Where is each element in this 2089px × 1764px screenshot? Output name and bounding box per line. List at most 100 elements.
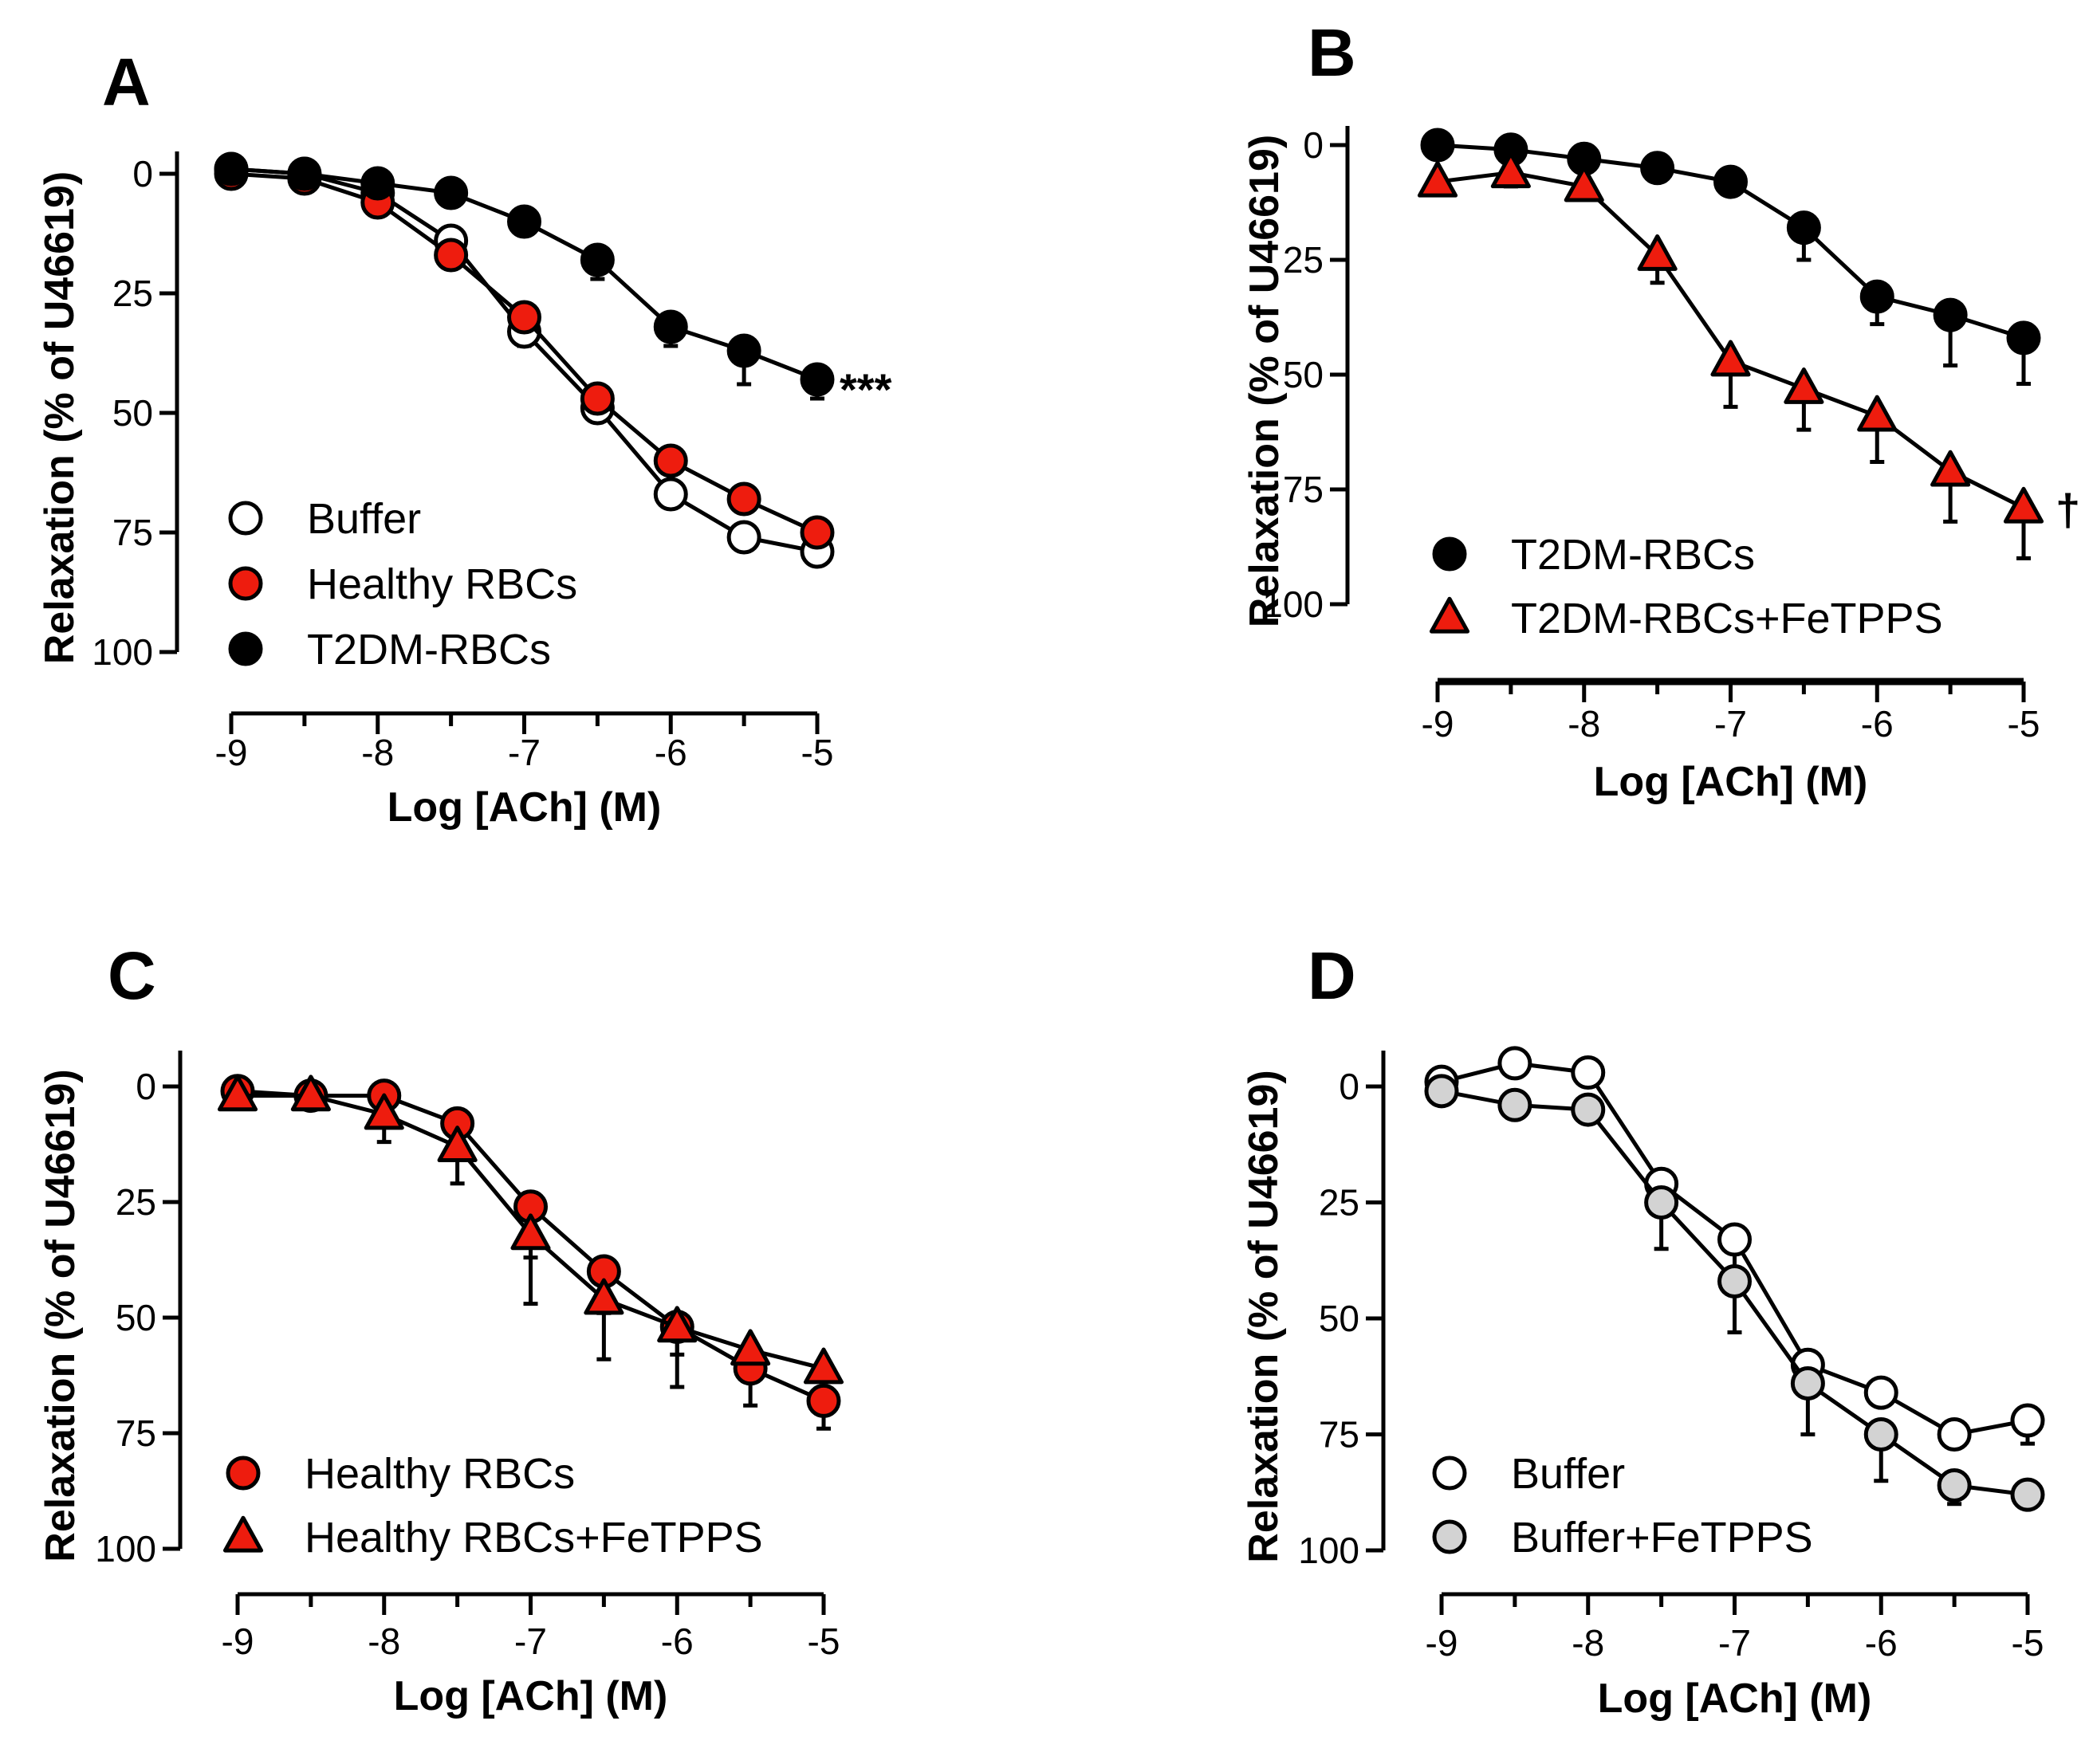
data-point (1930, 450, 1971, 487)
panel-c: C 0 25 50 75 100 Relaxation (% of U46619) -9 -8 -… (37, 938, 844, 1719)
legend-label: Buffer+FeTPPS (1511, 1514, 1813, 1562)
data-point (217, 1075, 258, 1112)
x-tick-label: -8 (1568, 703, 1600, 744)
data-point (580, 242, 615, 277)
x-tick-label: -5 (2012, 1622, 2044, 1664)
x-tick-label: -7 (1714, 703, 1747, 744)
data-point (1790, 1365, 1825, 1401)
data-point (1420, 128, 1455, 163)
data-point (1859, 279, 1894, 314)
y-tick-label: 25 (112, 273, 153, 314)
legend-label: Healthy RBCs+FeTPPS (305, 1514, 763, 1562)
y-tick-label: 0 (1339, 1066, 1359, 1107)
data-point (1713, 164, 1748, 199)
data-point (1637, 234, 1678, 271)
panel-letter: D (1308, 938, 1356, 1013)
data-point (364, 1093, 404, 1130)
x-tick-label: -5 (801, 732, 834, 773)
series-healthy-rbcs-fetpps (217, 1075, 844, 1389)
x-axis-title: Log [ACh] (M) (1598, 1676, 1872, 1722)
data-point (1564, 165, 1604, 202)
x-axis-title: Log [ACh] (M) (394, 1673, 668, 1719)
legend-item: Buffer+FeTPPS (1432, 1514, 1813, 1562)
data-point (1424, 1074, 1459, 1109)
data-point (726, 333, 761, 368)
panel-letter: B (1308, 15, 1356, 90)
y-axis-title: Relaxation (% of U46619) (37, 171, 83, 664)
legend-label: Buffer (307, 495, 421, 543)
series-t2dm-rbcs (214, 151, 835, 401)
data-point (507, 300, 541, 335)
significance-annotation: † (2056, 485, 2080, 535)
y-tick-label: 0 (136, 1066, 156, 1107)
legend-marker (1432, 536, 1467, 572)
data-point (803, 1347, 844, 1385)
data-point (434, 238, 469, 273)
legend-label: T2DM-RBCs+FeTPPS (1511, 595, 1943, 642)
data-point (653, 309, 688, 344)
data-point (1784, 367, 1824, 404)
y-tick-label: 50 (1283, 354, 1324, 395)
x-tick-label: -7 (1718, 1622, 1751, 1664)
legend-item: T2DM-RBCs (228, 626, 551, 674)
data-point (657, 1306, 698, 1343)
x-tick-label: -9 (215, 732, 248, 773)
data-point (1937, 1417, 1972, 1452)
data-point (360, 166, 395, 201)
data-point (800, 515, 835, 550)
y-tick-label: 75 (1283, 469, 1324, 510)
data-point (1717, 1263, 1752, 1298)
legend-label: T2DM-RBCs (307, 626, 551, 674)
data-point (1933, 297, 1968, 332)
y-tick-label: 75 (116, 1412, 156, 1454)
data-point (1571, 1092, 1606, 1127)
data-point (434, 175, 469, 210)
legend-label: Healthy RBCs (307, 560, 577, 608)
x-tick-label: -7 (508, 732, 541, 773)
y-axis-title: Relaxation (% of U46619) (1241, 1070, 1287, 1562)
data-point (2006, 320, 2041, 356)
x-tick-label: -9 (1422, 703, 1454, 744)
panel-letter: C (108, 938, 156, 1013)
panel-d: D 0 25 50 75 100 Relaxation (% of U46619) -9 -8 -… (1241, 938, 2045, 1722)
y-tick-label: 50 (116, 1297, 156, 1338)
x-tick-label: -8 (368, 1621, 400, 1662)
legend-marker (226, 1456, 261, 1491)
x-tick-label: -5 (2008, 703, 2040, 744)
x-tick-label: -9 (1426, 1622, 1458, 1664)
data-point (653, 443, 688, 478)
data-point (1937, 1468, 1972, 1503)
y-tick-label: 50 (1319, 1298, 1359, 1339)
x-tick-label: -6 (1865, 1622, 1898, 1664)
panel-letter: A (102, 45, 151, 120)
data-point (1644, 1185, 1679, 1220)
y-tick-label: 25 (1319, 1182, 1359, 1224)
data-point (580, 381, 615, 416)
series-buffer-fetpps (1424, 1074, 2045, 1512)
x-tick-label: -6 (655, 732, 687, 773)
significance-annotation: *** (840, 364, 892, 414)
data-point (584, 1278, 624, 1315)
data-point (726, 520, 761, 555)
y-tick-label: 100 (1298, 1530, 1359, 1571)
x-axis-title: Log [ACh] (M) (1594, 759, 1868, 805)
y-tick-label: 50 (112, 392, 153, 434)
y-axis-title: Relaxation (% of U46619) (1241, 135, 1288, 627)
x-tick-label: -7 (514, 1621, 547, 1662)
data-point (214, 151, 249, 187)
legend-marker (1432, 1456, 1467, 1491)
x-tick-label: -6 (661, 1621, 694, 1662)
data-point (1857, 395, 1898, 432)
legend-marker (228, 631, 263, 666)
x-tick-label: -8 (361, 732, 394, 773)
legend-item: Healthy RBCs+FeTPPS (222, 1514, 763, 1562)
x-tick-label: -6 (1861, 703, 1894, 744)
y-tick-label: 100 (1262, 583, 1324, 625)
y-tick-label: 0 (132, 153, 153, 194)
y-tick-label: 25 (116, 1181, 156, 1223)
data-point (730, 1329, 771, 1366)
y-tick-label: 100 (92, 631, 153, 673)
